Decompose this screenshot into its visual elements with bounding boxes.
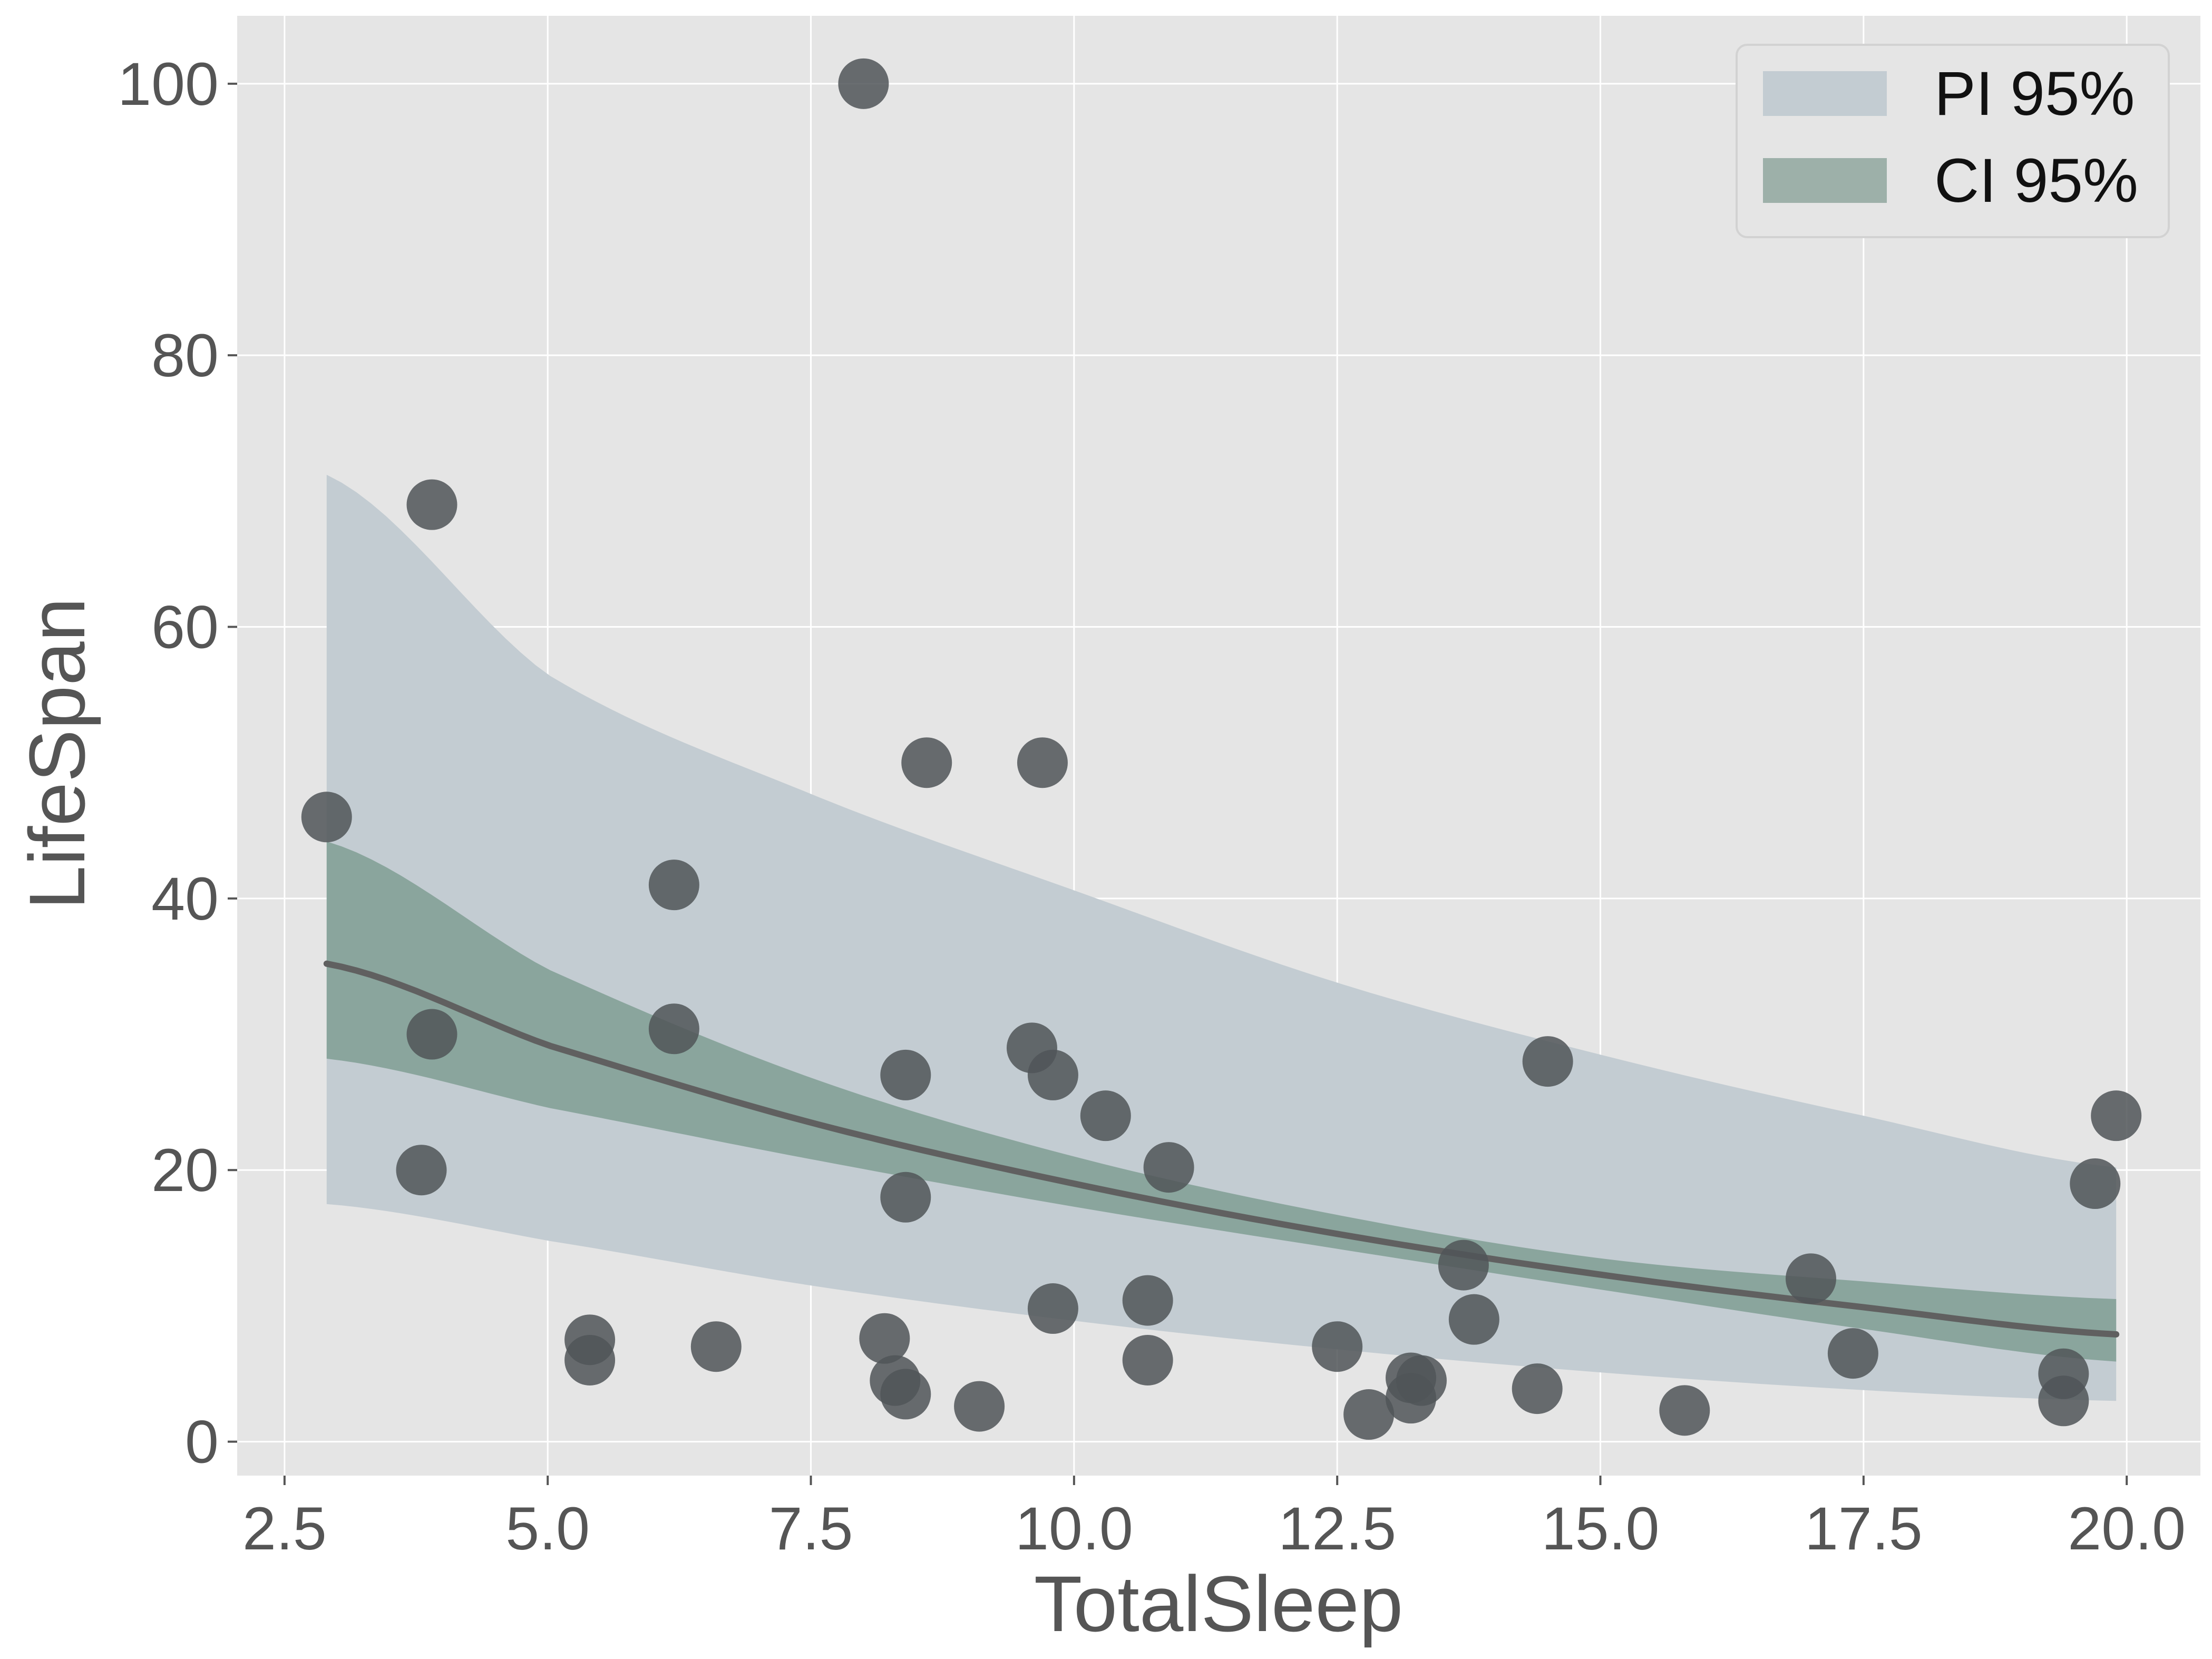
data-point-24 [1143, 1142, 1194, 1193]
data-point-23 [1122, 1334, 1173, 1385]
pi-95-band [326, 474, 2117, 1401]
x-tick-label-1: 5.0 [505, 1495, 590, 1563]
data-point-12 [880, 1369, 931, 1420]
data-point-33 [1522, 1036, 1573, 1087]
data-point-35 [1785, 1253, 1836, 1304]
data-point-3 [406, 1009, 457, 1060]
data-point-6 [648, 860, 699, 911]
data-point-38 [2038, 1375, 2089, 1427]
data-point-40 [2091, 1090, 2142, 1141]
data-point-14 [880, 1172, 931, 1223]
data-point-29 [1396, 1355, 1447, 1406]
legend-label-pi: PI 95% [1934, 59, 2135, 129]
data-point-34 [1659, 1385, 1710, 1436]
data-point-0 [301, 792, 352, 843]
data-point-18 [1017, 737, 1068, 788]
data-point-20 [1027, 1283, 1078, 1334]
ci-95-band [326, 841, 2117, 1362]
legend-swatch-pi [1763, 71, 1887, 116]
data-point-5 [564, 1334, 616, 1385]
data-point-16 [954, 1381, 1005, 1432]
data-point-19 [1027, 1049, 1078, 1100]
legend-label-ci: CI 95% [1934, 146, 2138, 216]
data-point-22 [1122, 1275, 1173, 1326]
y-tick-label-3: 60 [151, 594, 219, 661]
legend: PI 95% CI 95% [1736, 44, 2170, 238]
y-tick-label-4: 80 [151, 322, 219, 389]
data-point-15 [901, 737, 952, 788]
data-point-36 [1827, 1328, 1878, 1379]
x-axis-label: TotalSleep [1034, 1559, 1404, 1648]
data-point-1 [396, 1145, 447, 1196]
data-point-10 [859, 1313, 910, 1364]
y-tick-label-1: 20 [151, 1137, 219, 1204]
data-point-26 [1343, 1389, 1395, 1440]
bands [326, 474, 2117, 1401]
x-tick-labels: 2.5 5.0 7.5 10.0 12.5 15.0 17.5 20.0 [242, 1495, 2186, 1563]
x-tick-label-4: 12.5 [1278, 1495, 1396, 1563]
data-point-7 [648, 1003, 699, 1055]
legend-swatch-ci [1763, 158, 1887, 203]
y-tick-labels: 0 20 40 60 80 100 [118, 51, 219, 1476]
x-tick-label-5: 15.0 [1542, 1495, 1660, 1563]
y-tick-label-2: 40 [151, 865, 219, 933]
data-point-8 [690, 1321, 742, 1372]
data-point-25 [1312, 1321, 1363, 1372]
scatter-points [301, 58, 2142, 1440]
data-point-13 [880, 1049, 931, 1100]
x-tick-label-6: 17.5 [1805, 1495, 1923, 1563]
x-tick-label-3: 10.0 [1015, 1495, 1133, 1563]
data-point-21 [1080, 1090, 1131, 1141]
y-axis-label: LifeSpan [13, 598, 101, 910]
x-tick-label-2: 7.5 [769, 1495, 853, 1563]
y-tick-label-5: 100 [118, 51, 219, 118]
data-point-9 [838, 58, 889, 109]
data-point-30 [1438, 1240, 1489, 1291]
data-point-31 [1448, 1294, 1499, 1345]
x-tick-label-7: 20.0 [2068, 1495, 2186, 1563]
x-tick-label-0: 2.5 [242, 1495, 327, 1563]
data-point-32 [1512, 1363, 1563, 1414]
data-point-2 [406, 479, 457, 530]
y-tick-label-0: 0 [185, 1409, 219, 1476]
ticks [228, 82, 2128, 1485]
data-point-39 [2070, 1158, 2121, 1209]
